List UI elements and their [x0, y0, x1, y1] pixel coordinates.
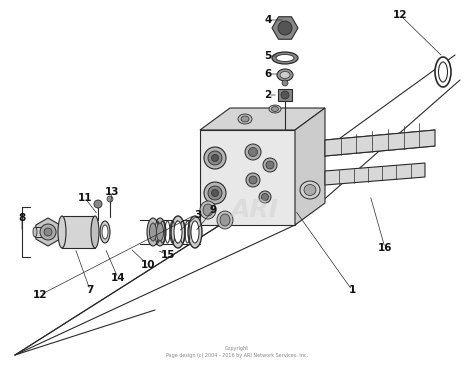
Text: 6: 6: [264, 69, 272, 79]
Ellipse shape: [245, 144, 261, 160]
Ellipse shape: [280, 72, 290, 78]
Text: 10: 10: [141, 260, 155, 270]
Ellipse shape: [262, 193, 268, 200]
Circle shape: [278, 21, 292, 35]
Ellipse shape: [435, 57, 451, 87]
Polygon shape: [35, 227, 42, 237]
Ellipse shape: [304, 184, 316, 196]
Circle shape: [281, 91, 289, 99]
Ellipse shape: [272, 52, 298, 64]
Ellipse shape: [211, 189, 219, 196]
Circle shape: [40, 224, 56, 240]
Ellipse shape: [276, 54, 294, 61]
Text: 7: 7: [86, 285, 94, 295]
Text: 5: 5: [264, 51, 272, 61]
Polygon shape: [325, 163, 425, 185]
Ellipse shape: [300, 181, 320, 199]
Circle shape: [44, 228, 52, 236]
Text: 9: 9: [210, 205, 217, 215]
Ellipse shape: [156, 223, 164, 241]
Text: 12: 12: [33, 290, 47, 300]
Ellipse shape: [238, 114, 252, 124]
Text: 16: 16: [378, 243, 392, 253]
Text: Copyright
Page design (c) 2004 - 2016 by ARI Network Services, Inc.: Copyright Page design (c) 2004 - 2016 by…: [166, 346, 308, 358]
Ellipse shape: [204, 182, 226, 204]
Text: 13: 13: [105, 187, 119, 197]
Polygon shape: [200, 108, 325, 130]
Ellipse shape: [33, 227, 37, 237]
Ellipse shape: [208, 186, 222, 200]
Ellipse shape: [171, 216, 185, 248]
Ellipse shape: [217, 211, 233, 229]
Bar: [278, 89, 292, 101]
Ellipse shape: [147, 218, 159, 246]
Ellipse shape: [188, 216, 202, 248]
Text: ARI: ARI: [231, 198, 279, 222]
Ellipse shape: [249, 176, 257, 184]
Ellipse shape: [266, 161, 274, 169]
Text: 15: 15: [161, 250, 175, 260]
Polygon shape: [325, 130, 435, 156]
Polygon shape: [62, 216, 95, 248]
Ellipse shape: [100, 221, 110, 243]
Ellipse shape: [149, 223, 156, 241]
Ellipse shape: [200, 201, 216, 219]
Circle shape: [94, 200, 102, 208]
Text: 3: 3: [194, 210, 201, 220]
Ellipse shape: [102, 225, 108, 239]
Polygon shape: [36, 218, 60, 246]
Ellipse shape: [277, 69, 293, 81]
Ellipse shape: [191, 221, 199, 243]
Ellipse shape: [204, 147, 226, 169]
Ellipse shape: [248, 147, 257, 157]
Circle shape: [282, 80, 288, 86]
Polygon shape: [200, 130, 295, 225]
Ellipse shape: [203, 204, 213, 216]
Ellipse shape: [269, 105, 281, 113]
Ellipse shape: [208, 151, 222, 165]
Ellipse shape: [174, 221, 182, 243]
Ellipse shape: [246, 173, 260, 187]
Text: 8: 8: [18, 213, 26, 223]
Text: 14: 14: [111, 273, 125, 283]
Ellipse shape: [263, 158, 277, 172]
Text: 4: 4: [264, 15, 272, 25]
Ellipse shape: [438, 62, 447, 82]
Circle shape: [107, 196, 113, 202]
Ellipse shape: [91, 216, 99, 248]
Ellipse shape: [259, 191, 271, 203]
Ellipse shape: [220, 214, 230, 226]
Text: 12: 12: [393, 10, 407, 20]
Polygon shape: [295, 108, 325, 225]
Text: 1: 1: [348, 285, 356, 295]
Ellipse shape: [272, 107, 279, 111]
Text: 2: 2: [264, 90, 272, 100]
Ellipse shape: [58, 216, 66, 248]
Ellipse shape: [154, 218, 166, 246]
Polygon shape: [272, 17, 298, 39]
Text: 11: 11: [78, 193, 92, 203]
Ellipse shape: [241, 116, 249, 122]
Ellipse shape: [211, 154, 219, 161]
